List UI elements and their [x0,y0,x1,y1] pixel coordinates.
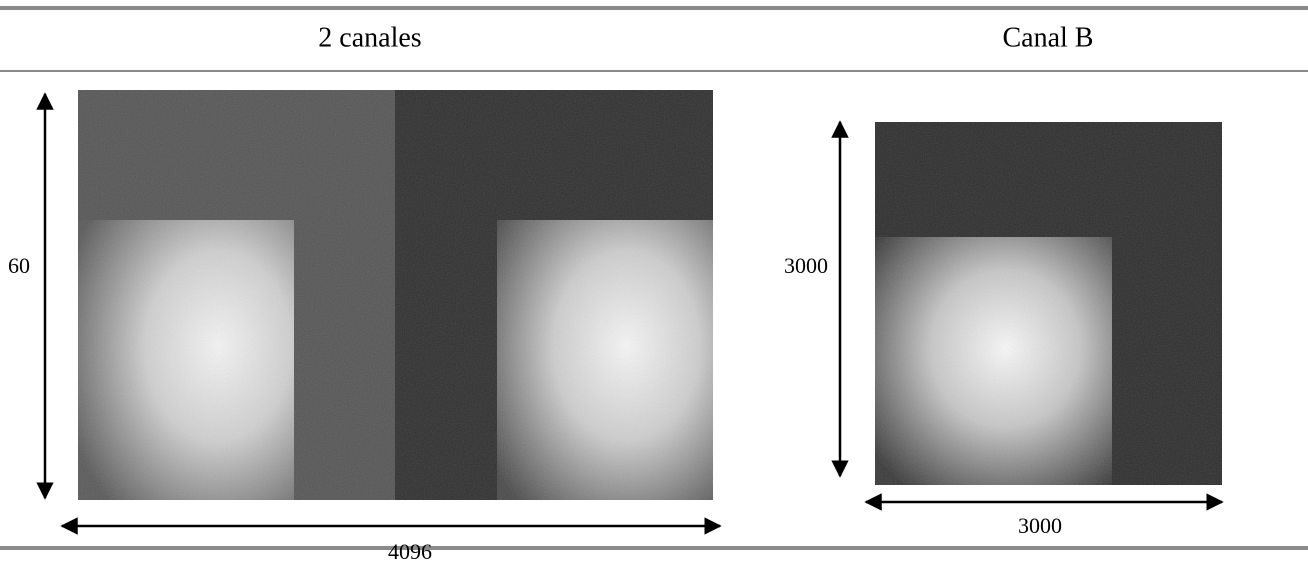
width-label: 4096 [388,539,432,564]
width-label: 3000 [1018,513,1062,538]
column-title: 2 canales [318,22,421,53]
top-rule [0,6,1308,10]
height-label: 3000 [784,253,828,278]
bottom-rule [0,546,1308,550]
header-rule [0,70,1308,72]
two-channel-image [78,90,713,500]
height-label: 60 [8,253,30,278]
channel-b-image [875,122,1222,485]
figure: 2 canales Canal B 60 4096 3000 3000 [0,0,1308,564]
column-title: Canal B [1003,22,1094,53]
page: 2 canales Canal B 60 4096 3000 3000 (() … [0,0,1308,564]
